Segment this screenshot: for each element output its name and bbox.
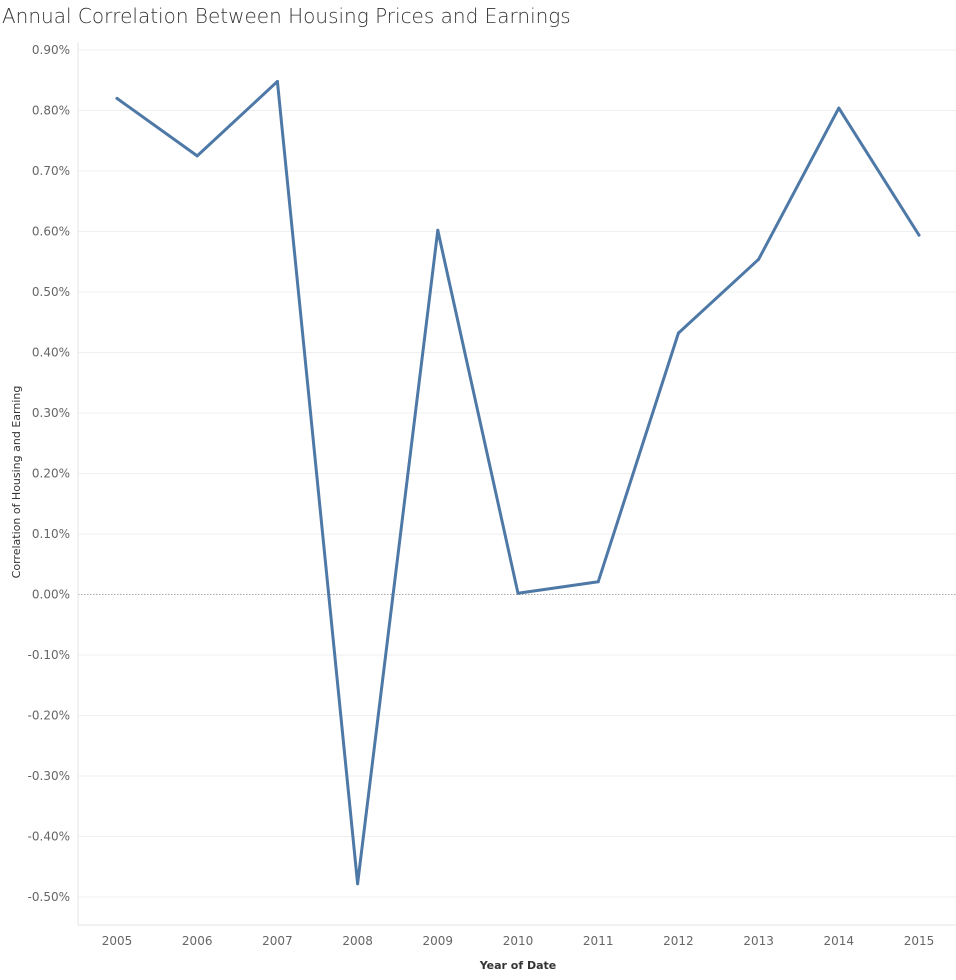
y-tick-label: 0.10% (32, 527, 70, 541)
data-point[interactable] (436, 228, 440, 232)
y-tick-label: 0.70% (32, 164, 70, 178)
data-point[interactable] (195, 154, 199, 158)
data-point[interactable] (275, 79, 279, 83)
x-tick-label: 2005 (102, 934, 133, 948)
y-tick-label: 0.30% (32, 406, 70, 420)
data-point[interactable] (837, 106, 841, 110)
data-point[interactable] (917, 233, 921, 237)
y-tick-label: -0.20% (28, 709, 70, 723)
y-tick-label: 0.00% (32, 588, 70, 602)
x-tick-label: 2007 (262, 934, 293, 948)
y-tick-label: 0.40% (32, 346, 70, 360)
y-tick-label: -0.10% (28, 648, 70, 662)
x-tick-label: 2015 (904, 934, 935, 948)
y-axis-tick-labels: 0.90% 0.80% 0.70% 0.60% 0.50% 0.40% 0.30% 0.20%… (28, 43, 70, 904)
x-tick-label: 2011 (583, 934, 614, 948)
x-tick-label: 2008 (342, 934, 373, 948)
x-tick-label: 2006 (182, 934, 213, 948)
grid-lines (77, 42, 956, 926)
data-point[interactable] (516, 591, 520, 595)
y-tick-label: 0.60% (32, 225, 70, 239)
x-tick-label: 2012 (663, 934, 694, 948)
y-tick-label: -0.30% (28, 769, 70, 783)
data-point[interactable] (356, 882, 360, 886)
data-point[interactable] (757, 257, 761, 261)
x-tick-label: 2009 (423, 934, 454, 948)
y-tick-label: 0.20% (32, 467, 70, 481)
y-axis-title: Correlation of Housing and Earning (10, 386, 23, 579)
x-axis-title: Year of Date (479, 959, 557, 972)
data-point[interactable] (676, 331, 680, 335)
y-tick-label: 0.50% (32, 285, 70, 299)
x-tick-label: 2013 (743, 934, 774, 948)
y-tick-label: 0.90% (32, 43, 70, 57)
y-tick-label: 0.80% (32, 104, 70, 118)
series-line (115, 79, 921, 886)
y-tick-label: -0.50% (28, 890, 70, 904)
x-axis-tick-labels: 2005 2006 2007 2008 2009 2010 2011 2012 2013 2014… (102, 934, 935, 948)
series-polyline[interactable] (115, 79, 921, 886)
data-point[interactable] (115, 96, 119, 100)
x-tick-label: 2010 (503, 934, 534, 948)
x-tick-label: 2014 (824, 934, 855, 948)
data-point[interactable] (596, 580, 600, 584)
chart-title: Annual Correlation Between Housing Price… (2, 4, 571, 28)
y-tick-label: -0.40% (28, 830, 70, 844)
